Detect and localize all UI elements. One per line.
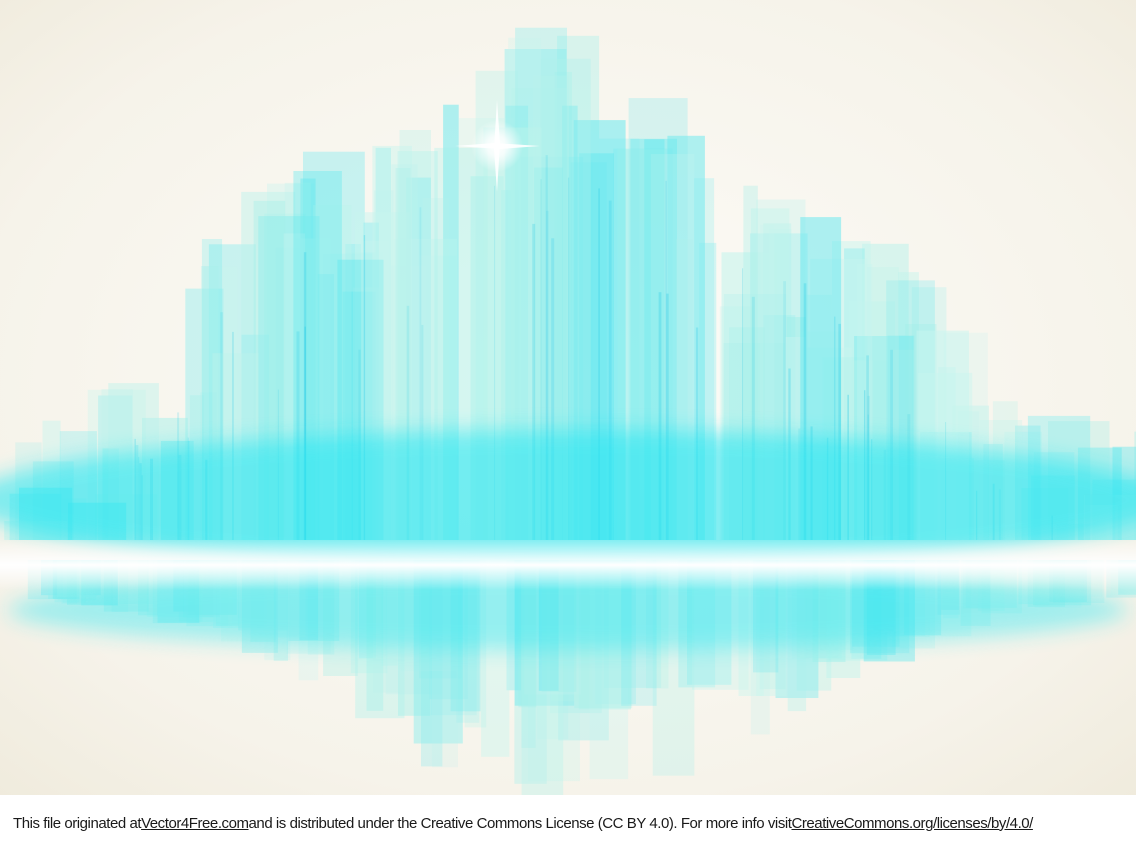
creative-commons-link[interactable]: CreativeCommons.org/licenses/by/4.0/ [791, 814, 1033, 832]
skyline-streak [220, 312, 224, 540]
skyline-streak [363, 235, 366, 540]
cyan-glow [0, 430, 1136, 570]
skyline-streak [803, 283, 807, 540]
skyline-streak [665, 180, 667, 540]
skyline-streak [838, 323, 841, 540]
skyline-streak [658, 292, 662, 540]
skyline-streak [406, 305, 410, 540]
skyline-streak [419, 207, 422, 541]
skyline-streak [296, 331, 300, 540]
skyline-streak [546, 210, 549, 540]
skyline-streak [232, 331, 234, 540]
skyline-streak [532, 223, 536, 540]
skyline-streak [666, 293, 669, 540]
horizon-glow-line [0, 540, 1136, 590]
skyline-bar [554, 71, 572, 541]
skyline-streak [540, 179, 542, 540]
skyline-streak [303, 252, 307, 540]
vector4free-link[interactable]: Vector4Free.com [141, 814, 249, 832]
skyline-streak [834, 316, 836, 540]
skyline-bar [443, 104, 459, 540]
skyline-streak [545, 155, 548, 540]
credit-middle: and is distributed under the Creative Co… [248, 814, 792, 832]
skyline-streak [494, 185, 496, 541]
license-credit-line: This file originated at Vector4Free.com … [0, 795, 1136, 851]
skyline-streak [304, 326, 306, 540]
skyline-streak [567, 177, 570, 540]
skyline-streak [608, 200, 612, 540]
skyline-streak [598, 188, 600, 540]
abstract-city-skyline-artwork [0, 0, 1136, 795]
skyline-streak [783, 281, 786, 540]
skyline-streak [742, 268, 744, 540]
sparkle-icon [455, 100, 540, 192]
credit-prefix: This file originated at [13, 814, 142, 832]
skyline-streak [551, 238, 555, 541]
skyline-streak [751, 296, 755, 540]
